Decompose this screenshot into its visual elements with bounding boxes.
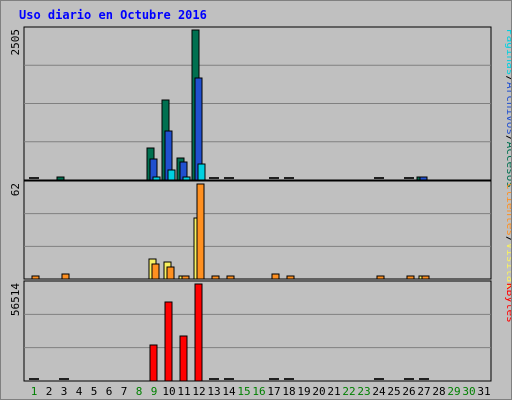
x-tick-label: 7 bbox=[121, 385, 128, 398]
x-tick-label: 20 bbox=[312, 385, 325, 398]
x-tick-label: 11 bbox=[177, 385, 190, 398]
legend-entry-páginas: Páginas bbox=[504, 29, 512, 75]
y-max-label: 56514 bbox=[9, 283, 22, 316]
x-tick-label: 2 bbox=[46, 385, 53, 398]
zero-marker bbox=[404, 177, 414, 179]
x-tick-label: 19 bbox=[297, 385, 310, 398]
zero-marker bbox=[284, 378, 294, 380]
legend-group: KBytes bbox=[504, 283, 512, 323]
bar-páginas bbox=[167, 169, 176, 181]
zero-marker bbox=[209, 177, 219, 179]
zero-marker bbox=[404, 378, 414, 380]
zero-marker bbox=[284, 177, 294, 179]
legend-entry-clientes: Clientes bbox=[504, 183, 512, 236]
x-tick-label: 26 bbox=[402, 385, 415, 398]
bar-clientes bbox=[421, 275, 430, 280]
bar-clientes bbox=[31, 275, 40, 280]
x-tick-label: 17 bbox=[267, 385, 280, 398]
bar-clientes bbox=[406, 275, 415, 280]
x-tick-label: 9 bbox=[151, 385, 158, 398]
legend-entry-visitas: Visitas bbox=[504, 243, 512, 289]
bar-clientes bbox=[166, 266, 175, 280]
x-tick-label: 5 bbox=[91, 385, 98, 398]
x-tick-label: 4 bbox=[76, 385, 83, 398]
zero-marker bbox=[29, 177, 39, 179]
bar-kbytes bbox=[149, 344, 158, 382]
x-tick-label: 30 bbox=[462, 385, 475, 398]
x-tick-label: 18 bbox=[282, 385, 295, 398]
bar-páginas bbox=[197, 163, 206, 181]
x-tick-label: 10 bbox=[162, 385, 175, 398]
bar-clientes bbox=[61, 273, 70, 280]
legend-separator: / bbox=[504, 75, 512, 82]
y-max-label: 62 bbox=[9, 183, 22, 196]
legend-entry-kbytes: KBytes bbox=[504, 283, 512, 323]
bar-clientes bbox=[286, 275, 295, 280]
bar-clientes bbox=[151, 263, 160, 280]
bar-archivos bbox=[419, 176, 428, 181]
x-tick-label: 22 bbox=[342, 385, 355, 398]
x-tick-label: 12 bbox=[192, 385, 205, 398]
x-tick-label: 13 bbox=[207, 385, 220, 398]
legend-group: Clientes/Visitas bbox=[504, 183, 512, 289]
zero-marker bbox=[419, 378, 429, 380]
zero-marker bbox=[29, 378, 39, 380]
x-tick-label: 31 bbox=[477, 385, 490, 398]
legend-entry-accesos: Accesos bbox=[504, 142, 512, 188]
bar-clientes bbox=[181, 275, 190, 280]
bar-páginas bbox=[152, 176, 161, 181]
x-tick-label: 29 bbox=[447, 385, 460, 398]
zero-marker bbox=[269, 177, 279, 179]
zero-marker bbox=[374, 378, 384, 380]
x-tick-label: 28 bbox=[432, 385, 445, 398]
x-tick-label: 16 bbox=[252, 385, 265, 398]
legend-separator: / bbox=[504, 135, 512, 142]
legend-entry-archivos: Archivos bbox=[504, 82, 512, 135]
x-tick-label: 21 bbox=[327, 385, 340, 398]
zero-marker bbox=[224, 378, 234, 380]
x-tick-label: 23 bbox=[357, 385, 370, 398]
zero-marker bbox=[374, 177, 384, 179]
x-tick-label: 15 bbox=[237, 385, 250, 398]
bar-kbytes bbox=[194, 283, 203, 382]
bar-clientes bbox=[271, 273, 280, 280]
legend-separator: / bbox=[504, 236, 512, 243]
bar-clientes bbox=[226, 275, 235, 280]
x-tick-label: 6 bbox=[106, 385, 113, 398]
panel-2 bbox=[23, 180, 492, 280]
y-max-label: 2505 bbox=[9, 29, 22, 56]
x-tick-label: 8 bbox=[136, 385, 143, 398]
bar-clientes bbox=[211, 275, 220, 280]
bar-kbytes bbox=[164, 301, 173, 382]
legend-group: Páginas/Archivos/Accesos bbox=[504, 29, 512, 188]
series-legend: Páginas/Archivos/AccesosClientes/Visitas… bbox=[504, 29, 512, 323]
x-tick-label: 14 bbox=[222, 385, 236, 398]
x-tick-label: 27 bbox=[417, 385, 430, 398]
x-tick-label: 24 bbox=[372, 385, 386, 398]
bar-kbytes bbox=[179, 335, 188, 382]
zero-marker bbox=[59, 378, 69, 380]
zero-marker bbox=[224, 177, 234, 179]
bar-accesos bbox=[56, 176, 65, 181]
bar-clientes bbox=[376, 275, 385, 280]
zero-marker bbox=[209, 378, 219, 380]
chart-title: Uso diario en Octubre 2016 bbox=[19, 8, 207, 22]
zero-marker bbox=[269, 378, 279, 380]
bar-páginas bbox=[182, 176, 191, 181]
bar-clientes bbox=[196, 183, 205, 280]
x-tick-label: 25 bbox=[387, 385, 400, 398]
panel-3 bbox=[23, 280, 492, 382]
x-tick-label: 3 bbox=[61, 385, 68, 398]
x-tick-label: 1 bbox=[31, 385, 38, 398]
